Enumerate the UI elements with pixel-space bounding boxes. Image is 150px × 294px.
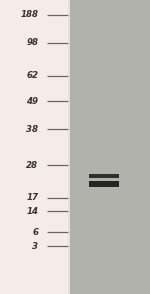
Text: 38: 38 — [26, 125, 38, 134]
Text: 3: 3 — [32, 242, 38, 251]
Bar — [89, 174, 119, 178]
Text: 98: 98 — [26, 38, 38, 47]
Text: 49: 49 — [26, 97, 38, 106]
Text: 62: 62 — [26, 71, 38, 80]
Text: 14: 14 — [26, 207, 38, 216]
Text: 188: 188 — [20, 10, 38, 19]
Bar — [68, 0, 70, 294]
Bar — [0, 0, 69, 294]
Text: 28: 28 — [26, 161, 38, 170]
Text: 17: 17 — [26, 193, 38, 202]
Bar — [89, 181, 119, 187]
Text: 6: 6 — [32, 228, 38, 237]
Bar — [69, 0, 150, 294]
